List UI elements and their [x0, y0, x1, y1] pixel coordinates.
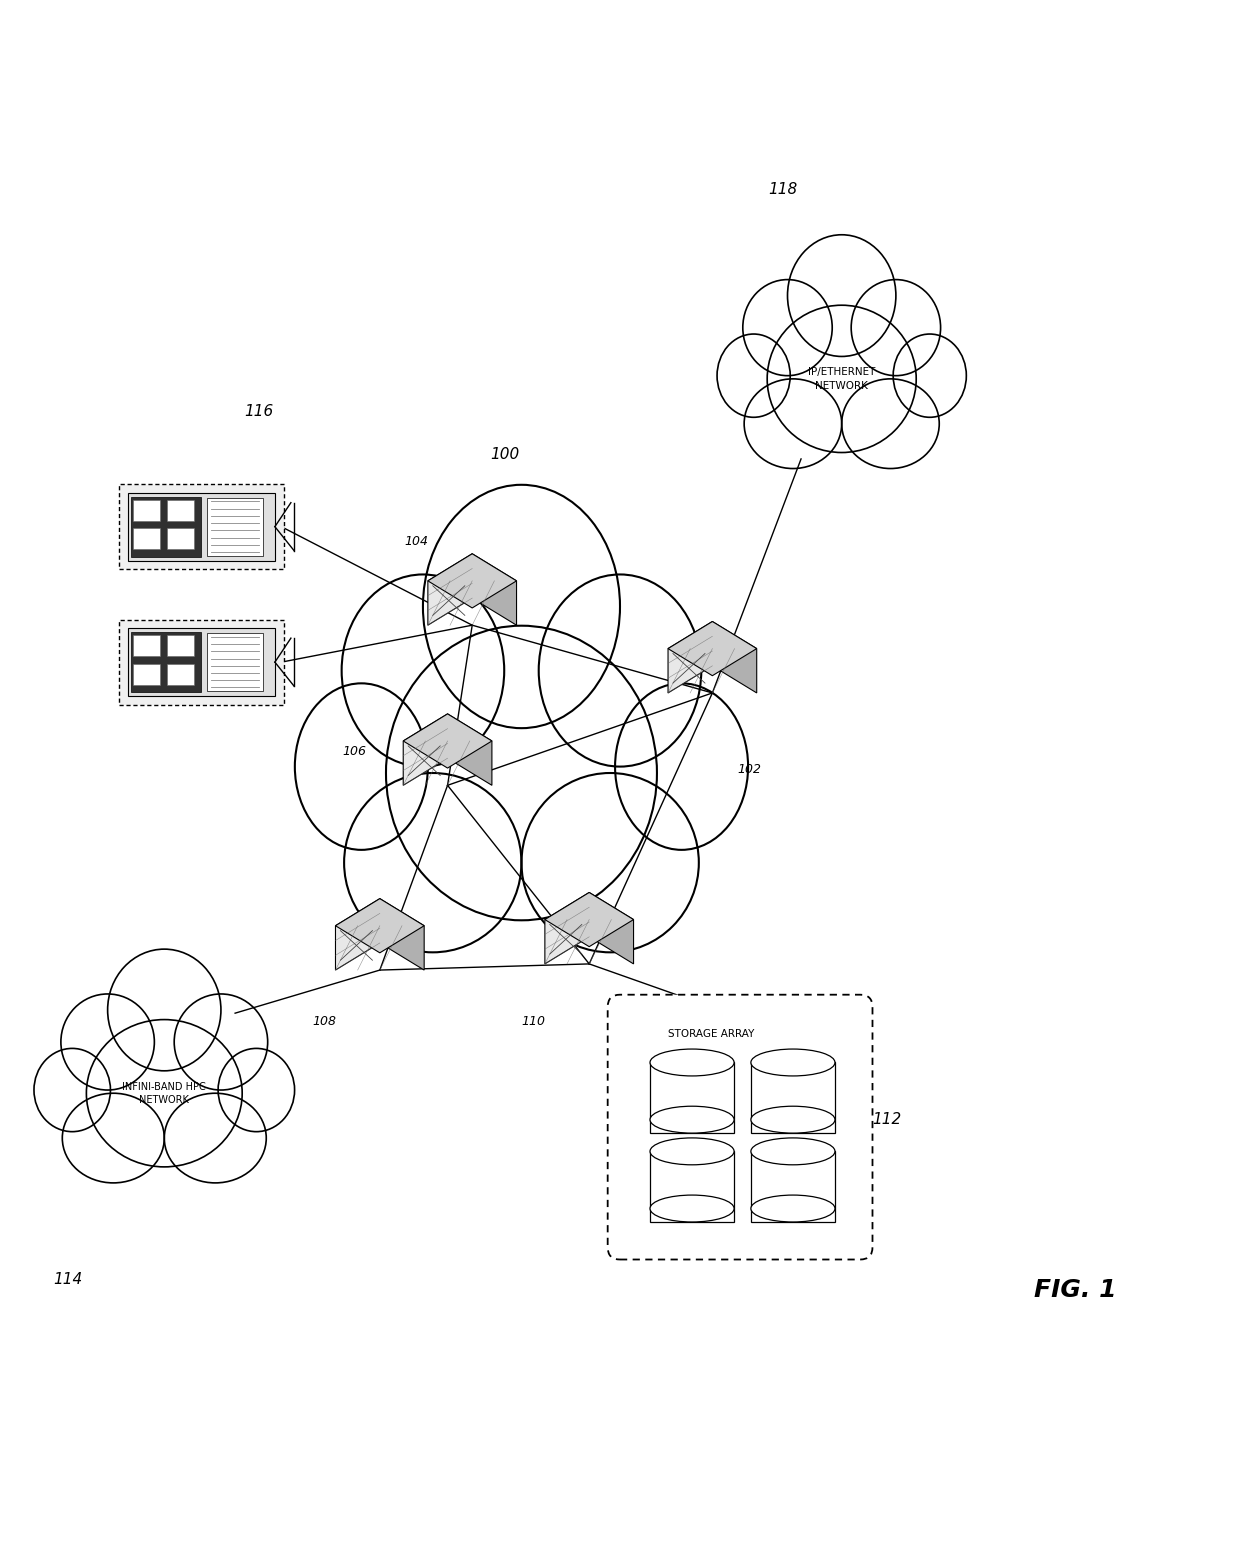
FancyBboxPatch shape [608, 994, 873, 1260]
FancyBboxPatch shape [119, 620, 284, 705]
Polygon shape [668, 621, 756, 676]
Ellipse shape [61, 994, 154, 1090]
Ellipse shape [174, 994, 268, 1090]
Ellipse shape [538, 575, 702, 767]
Text: 106: 106 [343, 745, 367, 758]
Polygon shape [403, 714, 492, 768]
Bar [128, 493, 275, 561]
Ellipse shape [386, 626, 657, 920]
Bar [650, 1062, 734, 1133]
Ellipse shape [842, 379, 939, 468]
Polygon shape [448, 714, 492, 785]
Bar [751, 1062, 835, 1133]
Text: 100: 100 [491, 447, 520, 462]
Bar [751, 1152, 835, 1221]
Text: 108: 108 [312, 1016, 336, 1028]
Ellipse shape [787, 235, 895, 357]
Bar [207, 498, 263, 555]
Ellipse shape [768, 305, 916, 453]
Bar [130, 632, 201, 693]
Polygon shape [428, 553, 472, 625]
Ellipse shape [751, 1138, 835, 1164]
Bar [167, 635, 195, 656]
Bar [650, 1152, 734, 1221]
Text: IP/ETHERNET
NETWORK: IP/ETHERNET NETWORK [808, 366, 875, 391]
Polygon shape [428, 553, 517, 608]
Bar [167, 499, 195, 521]
Polygon shape [336, 898, 424, 952]
Ellipse shape [650, 1050, 734, 1076]
Polygon shape [403, 714, 448, 785]
Text: 116: 116 [244, 404, 274, 419]
Ellipse shape [108, 949, 221, 1071]
Polygon shape [668, 621, 712, 693]
Ellipse shape [893, 334, 966, 417]
Ellipse shape [33, 1048, 110, 1132]
Ellipse shape [650, 1107, 734, 1133]
Ellipse shape [751, 1050, 835, 1076]
Ellipse shape [345, 773, 522, 952]
FancyBboxPatch shape [119, 484, 284, 569]
Polygon shape [544, 892, 634, 946]
Polygon shape [472, 553, 517, 625]
Polygon shape [544, 892, 589, 963]
Polygon shape [589, 892, 634, 963]
Text: 114: 114 [53, 1272, 83, 1288]
Text: STORAGE ARRAY: STORAGE ARRAY [668, 1028, 754, 1039]
Ellipse shape [743, 280, 832, 376]
Bar [130, 496, 201, 557]
Ellipse shape [751, 1195, 835, 1221]
Bar [134, 529, 160, 549]
Ellipse shape [295, 683, 428, 850]
Bar [167, 663, 195, 685]
Ellipse shape [87, 1019, 242, 1167]
Ellipse shape [744, 379, 842, 468]
Bar [207, 634, 263, 691]
Ellipse shape [650, 1138, 734, 1164]
Polygon shape [379, 898, 424, 969]
Text: 118: 118 [768, 182, 797, 198]
Bar [134, 663, 160, 685]
Ellipse shape [615, 683, 748, 850]
Bar [134, 499, 160, 521]
Ellipse shape [717, 334, 790, 417]
Bar [128, 628, 275, 696]
Ellipse shape [423, 485, 620, 728]
Ellipse shape [342, 575, 505, 767]
Bar [167, 529, 195, 549]
Ellipse shape [164, 1093, 267, 1183]
Text: 110: 110 [522, 1016, 546, 1028]
Ellipse shape [218, 1048, 295, 1132]
Text: FIG. 1: FIG. 1 [1034, 1279, 1117, 1302]
Polygon shape [712, 621, 756, 693]
Bar [134, 635, 160, 656]
Ellipse shape [851, 280, 941, 376]
Ellipse shape [62, 1093, 164, 1183]
Text: 112: 112 [873, 1112, 901, 1127]
Text: INFINI-BAND HPC
NETWORK: INFINI-BAND HPC NETWORK [123, 1082, 206, 1105]
Text: 102: 102 [737, 764, 761, 776]
Ellipse shape [522, 773, 699, 952]
Ellipse shape [650, 1195, 734, 1221]
Ellipse shape [751, 1107, 835, 1133]
Polygon shape [336, 898, 379, 969]
Text: 104: 104 [404, 535, 429, 549]
